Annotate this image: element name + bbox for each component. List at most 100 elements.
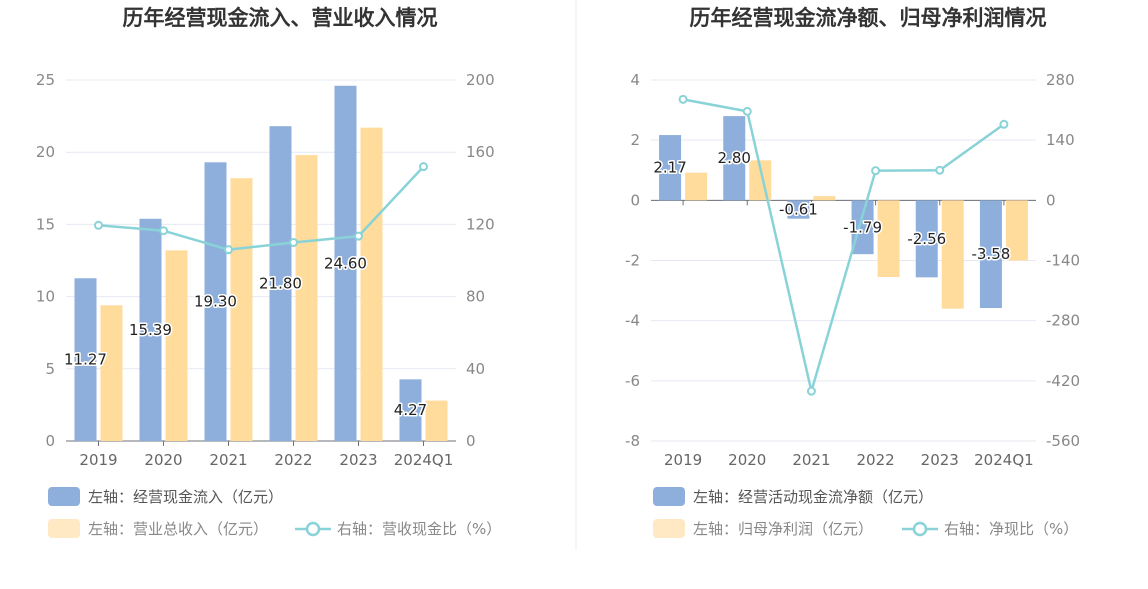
left-axis-tick: -8 (625, 432, 640, 450)
x-axis-tick: 2024Q1 (394, 451, 454, 469)
legend-label: 左轴：营业总收入（亿元） (88, 520, 268, 538)
bar-2 (360, 127, 383, 441)
line-series (98, 165, 425, 251)
legend-item-1[interactable]: 左轴：经营活动现金流净额（亿元） (653, 487, 933, 506)
x-axis-tick: 2021 (792, 451, 830, 469)
right-axis-tick: 140 (1046, 131, 1075, 149)
legend-line-marker (305, 521, 321, 537)
x-axis-tick: 2023 (921, 451, 959, 469)
x-axis-tick: 2022 (274, 451, 312, 469)
data-label: 19.30 (194, 293, 237, 311)
left-axis-tick: -2 (625, 252, 640, 270)
x-axis-tick: 2022 (856, 451, 894, 469)
legend-label: 左轴：归母净利润（亿元） (693, 520, 873, 538)
chart-title: 历年经营现金流入、营业收入情况 (123, 6, 438, 30)
x-axis-tick: 2021 (209, 451, 247, 469)
bar-1 (74, 278, 97, 441)
data-label: 2.80 (718, 149, 751, 167)
left-axis-tick: 20 (36, 143, 55, 161)
bar-2 (685, 172, 708, 201)
legend-swatch (48, 487, 80, 506)
legend-swatch (48, 519, 80, 538)
line-point (224, 245, 233, 255)
legend-item-3[interactable]: 右轴：净现比（%） (902, 520, 1078, 538)
bar-1 (915, 200, 938, 278)
legend-item-2[interactable]: 左轴：归母净利润（亿元） (653, 519, 873, 538)
left-axis-tick: -6 (625, 372, 640, 390)
line-point (159, 226, 168, 236)
bar-2 (295, 155, 318, 441)
chart-title: 历年经营现金流净额、归母净利润情况 (690, 6, 1047, 30)
bar-1 (334, 85, 357, 441)
bar-2 (813, 196, 836, 201)
legend-swatch (653, 519, 685, 538)
bar-2 (165, 250, 188, 441)
left-axis-tick: 15 (36, 215, 55, 233)
data-label: 24.60 (324, 254, 367, 272)
bar-1 (269, 126, 292, 441)
left-axis-tick: 0 (630, 191, 640, 209)
bar-2 (941, 200, 964, 309)
left-axis-tick: 25 (36, 71, 55, 89)
left-axis-tick: 2 (630, 131, 640, 149)
legend-item-2[interactable]: 左轴：营业总收入（亿元） (48, 519, 268, 538)
x-axis-tick: 2020 (728, 451, 766, 469)
legend-label: 左轴：经营现金流入（亿元） (88, 488, 283, 506)
left-axis-tick: -4 (625, 312, 640, 330)
data-label: 2.17 (653, 159, 686, 177)
bar-1 (139, 218, 162, 441)
line-point (94, 220, 103, 230)
bar-1 (659, 135, 682, 201)
right-axis-tick: -280 (1046, 312, 1080, 330)
right-axis-tick: 160 (466, 143, 495, 161)
x-axis-tick: 2020 (144, 451, 182, 469)
legend-label: 右轴：净现比（%） (944, 520, 1078, 538)
right-axis-tick: -420 (1046, 372, 1080, 390)
line-point (935, 165, 945, 175)
right-axis-tick: 0 (1046, 191, 1056, 209)
data-label: 15.39 (129, 321, 172, 339)
bar-1 (399, 379, 422, 441)
right-axis-tick: 280 (1046, 71, 1075, 89)
left-axis-tick: 0 (45, 432, 55, 450)
chart-2: 历年经营现金流净额、归母净利润情况 -8 -6 -4 -2 0 2 4 -560 -420 -280… (625, 6, 1080, 538)
data-label: -2.56 (907, 230, 946, 248)
data-label: 21.80 (259, 275, 302, 293)
right-axis-tick: 40 (466, 360, 485, 378)
data-label: -3.58 (972, 245, 1011, 263)
bar-2 (877, 200, 900, 278)
legend-item-3[interactable]: 右轴：营收现金比（%） (295, 520, 501, 538)
right-axis-tick: -560 (1046, 432, 1080, 450)
line-point (678, 94, 688, 104)
x-axis-tick: 2019 (79, 451, 117, 469)
right-axis-tick: 80 (466, 288, 485, 306)
chart-1: 历年经营现金流入、营业收入情况 0 5 10 15 20 25 0 40 80 120 160 200 2… (36, 6, 501, 538)
legend-label: 左轴：经营活动现金流净额（亿元） (693, 488, 933, 506)
line-point (419, 162, 428, 172)
right-axis-tick: -140 (1046, 252, 1080, 270)
bar-1 (979, 200, 1002, 309)
line-series (682, 98, 1005, 397)
legend-line-marker (912, 521, 928, 537)
legend-swatch (653, 487, 685, 506)
left-axis-tick: 10 (36, 288, 55, 306)
legend-item-1[interactable]: 左轴：经营现金流入（亿元） (48, 487, 283, 506)
data-label: 11.27 (64, 351, 107, 369)
bar-1 (851, 200, 874, 255)
data-label: -0.61 (779, 201, 818, 219)
bar-2 (425, 400, 448, 441)
bar-2 (100, 305, 123, 441)
line-point (354, 231, 363, 241)
bar-1 (787, 200, 810, 219)
left-axis-tick: 4 (630, 71, 640, 89)
line-point (999, 119, 1009, 129)
bar-2 (230, 178, 253, 441)
line-point (806, 386, 816, 396)
line-point (742, 106, 752, 116)
data-label: -1.79 (843, 218, 882, 236)
bar-1 (204, 162, 227, 442)
x-axis-tick: 2019 (664, 451, 702, 469)
bar-1 (723, 116, 746, 201)
